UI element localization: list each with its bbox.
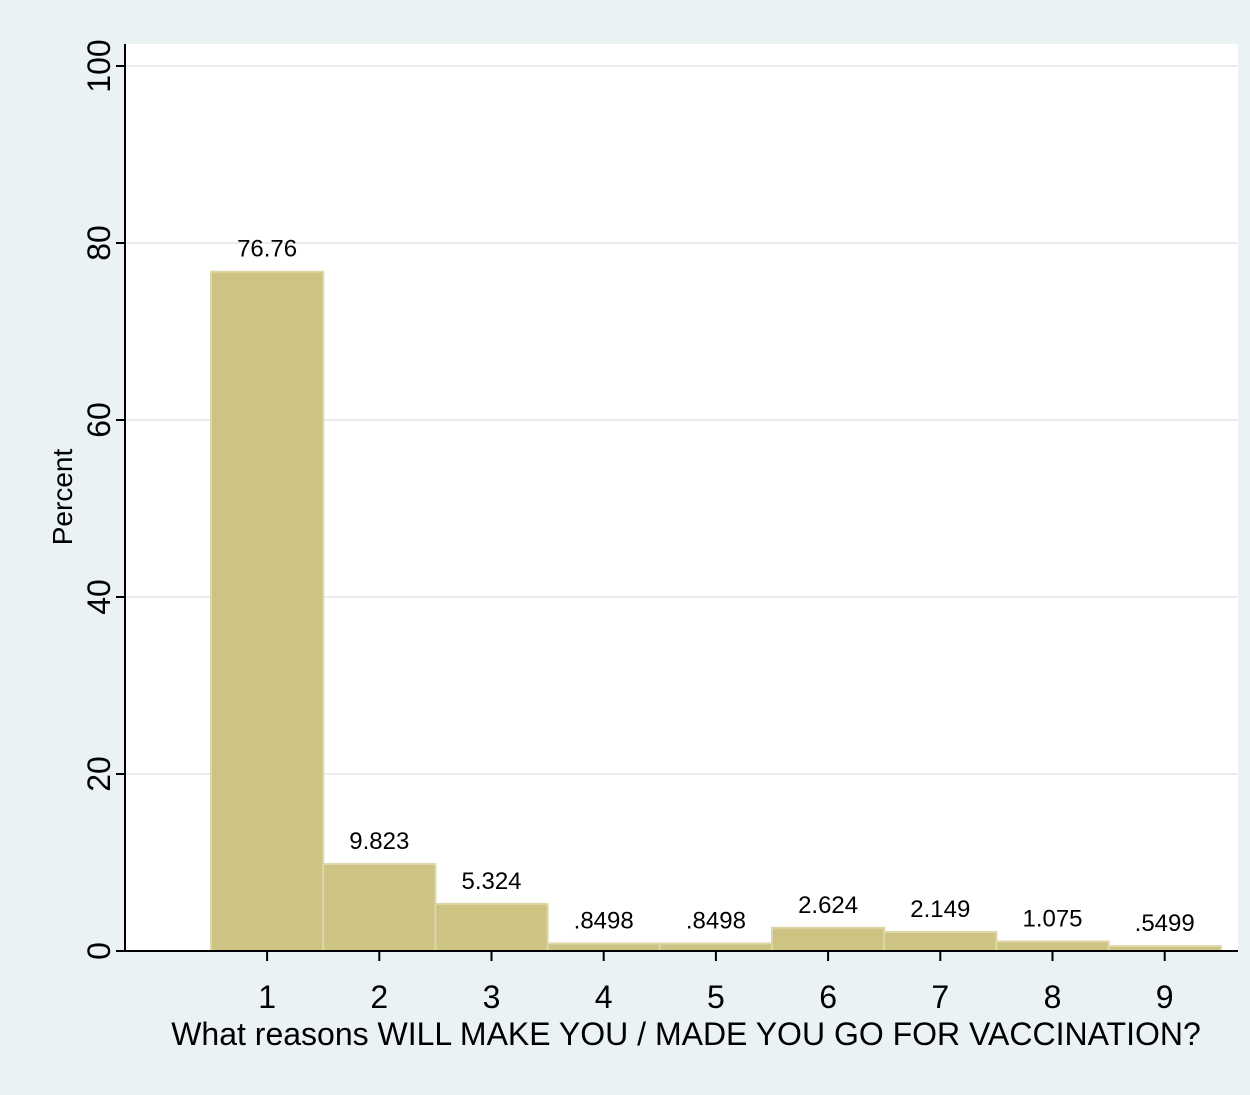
y-tick-label: 60 (81, 402, 117, 438)
x-tick-label: 4 (595, 979, 613, 1015)
x-tick-label: 8 (1044, 979, 1062, 1015)
x-tick-label: 2 (370, 979, 388, 1015)
x-tick-label: 5 (707, 979, 725, 1015)
bar (546, 942, 661, 952)
bar-value-labels: 76.76 9.823 5.324 .8498 .8498 2.624 2.149 1.075… (237, 236, 1195, 937)
bar (771, 926, 886, 952)
x-axis-title: What reasons WILL MAKE YOU / MADE YOU GO… (171, 1016, 1201, 1052)
y-axis-ticks: 0 20 40 60 80 100 (81, 39, 125, 960)
x-tick-label: 3 (483, 979, 501, 1015)
bar-value-label: 1.075 (1022, 905, 1082, 932)
bar (322, 863, 437, 953)
y-tick-label: 40 (81, 579, 117, 615)
y-tick-label: 100 (81, 39, 117, 92)
bar (434, 902, 549, 953)
bars (210, 270, 1222, 953)
bar (995, 940, 1110, 953)
y-axis-title: Percent (47, 449, 78, 546)
y-tick-label: 0 (81, 942, 117, 960)
bar-value-label: 9.823 (349, 828, 409, 855)
x-tick-label: 6 (819, 979, 837, 1015)
y-tick-label: 80 (81, 225, 117, 261)
bar-value-label: 2.624 (798, 892, 858, 919)
bar-value-label: 5.324 (461, 868, 521, 895)
bar-value-label: .5499 (1135, 910, 1195, 937)
x-tick-label: 7 (931, 979, 949, 1015)
bar-value-label: .8498 (574, 907, 634, 934)
bar (658, 942, 773, 952)
bar-value-label: .8498 (686, 907, 746, 934)
bar-value-label: 76.76 (237, 236, 297, 263)
bar (210, 270, 325, 952)
bar-value-label: 2.149 (910, 896, 970, 923)
x-axis-ticks: 1 2 3 4 5 6 7 8 9 (258, 951, 1174, 1015)
x-tick-label: 9 (1156, 979, 1174, 1015)
y-tick-label: 20 (81, 756, 117, 792)
bar (883, 930, 998, 952)
x-tick-label: 1 (258, 979, 276, 1015)
